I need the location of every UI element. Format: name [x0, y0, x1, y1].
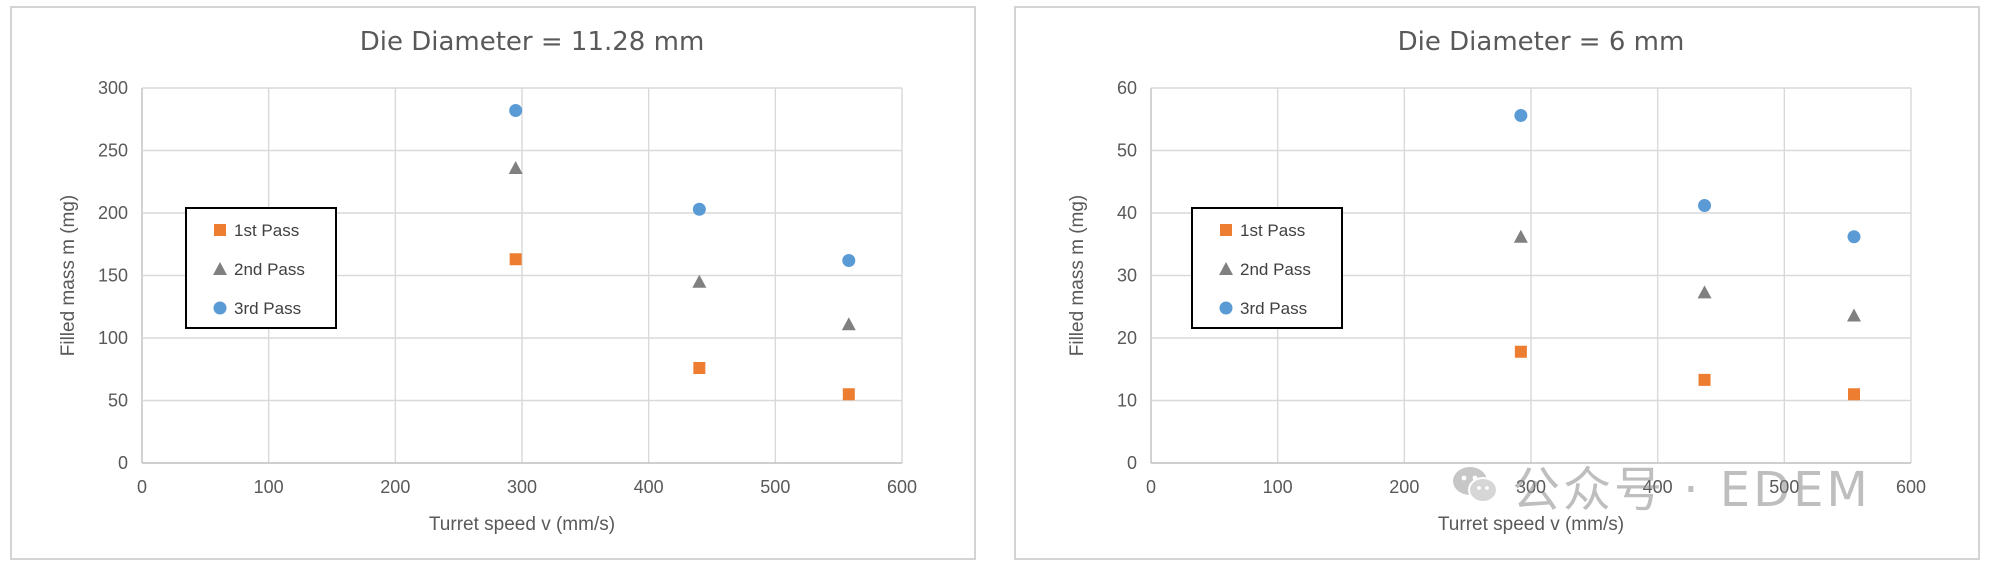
- y-tick-label: 200: [98, 203, 128, 223]
- data-point-triangle: [1513, 229, 1528, 243]
- data-point-circle: [692, 202, 706, 216]
- legend-marker: [213, 262, 227, 275]
- legend-label: 2nd Pass: [234, 260, 305, 279]
- chart-panel-right: Die Diameter = 6 mm 0 100 200 300 400 500 600 0 1…: [1014, 6, 1980, 560]
- y-tick-label: 0: [1127, 453, 1137, 473]
- legend-marker: [1220, 224, 1232, 236]
- x-tick-label: 500: [760, 477, 790, 497]
- x-tick-label: 600: [887, 477, 917, 497]
- data-point-circle: [1514, 109, 1528, 122]
- data-point-triangle: [692, 274, 707, 288]
- legend-label: 1st Pass: [234, 221, 299, 240]
- x-tick-label: 100: [254, 477, 284, 497]
- x-tick-label: 0: [1146, 477, 1156, 497]
- y-tick-label: 250: [98, 141, 128, 161]
- y-tick-label: 100: [98, 328, 128, 348]
- legend-label: 3rd Pass: [234, 299, 301, 318]
- x-tick-label: 300: [507, 477, 537, 497]
- y-tick-label: 30: [1117, 266, 1137, 286]
- x-tick-label: 300: [1516, 477, 1546, 497]
- y-tick-label: 0: [118, 453, 128, 473]
- x-tick-label: 0: [137, 477, 147, 497]
- legend-box: [185, 207, 337, 329]
- data-point-square: [842, 388, 855, 401]
- x-tick-label: 400: [1643, 477, 1673, 497]
- data-point-square: [509, 253, 522, 266]
- data-point-circle: [1698, 199, 1712, 212]
- x-axis-label: Turret speed v (mm/s): [1438, 514, 1624, 535]
- x-tick-label: 200: [1389, 477, 1419, 497]
- y-tick-label: 50: [108, 391, 128, 411]
- y-axis-label: Filled mass m (mg): [58, 195, 79, 357]
- data-point-circle: [1847, 230, 1861, 244]
- data-point-triangle: [508, 161, 523, 174]
- y-tick-label: 50: [1117, 141, 1137, 161]
- data-point-square: [1698, 373, 1711, 386]
- x-tick-label: 200: [380, 477, 410, 497]
- y-axis-label: Filled mass m (mg): [1067, 195, 1088, 357]
- data-point-circle: [509, 104, 523, 117]
- legend-marker: [213, 301, 227, 315]
- watermark: 公众号 · EDEM: [1452, 455, 1871, 518]
- x-tick-label: 500: [1769, 477, 1799, 497]
- chart-panel-left: Die Diameter = 11.28 mm 0 100 200 300 400 500 6…: [10, 6, 976, 560]
- data-point-square: [693, 362, 706, 374]
- wechat-icon: [1452, 465, 1498, 505]
- watermark-text: 公众号 · EDEM: [1512, 462, 1871, 518]
- legend-marker: [1219, 262, 1233, 275]
- y-tick-label: 20: [1117, 328, 1137, 348]
- chart-title: Die Diameter = 6 mm: [1398, 27, 1685, 57]
- chart-svg-right: Die Diameter = 6 mm 0 100 200 300 400 500 600 0 1…: [1067, 27, 1926, 535]
- legend-box: [1191, 207, 1343, 329]
- y-tick-label: 300: [98, 78, 128, 98]
- x-axis-label: Turret speed v (mm/s): [429, 514, 615, 535]
- y-tick-label: 40: [1117, 203, 1137, 223]
- data-point-circle: [842, 254, 856, 267]
- x-tick-label: 400: [634, 477, 664, 497]
- legend-label: 1st Pass: [1240, 221, 1305, 240]
- legend-marker: [1219, 301, 1233, 315]
- legend-label: 2nd Pass: [1240, 260, 1311, 279]
- chart-title: Die Diameter = 11.28 mm: [360, 27, 705, 57]
- data-point-square: [1514, 345, 1527, 358]
- y-tick-label: 150: [98, 266, 128, 286]
- y-tick-label: 10: [1117, 391, 1137, 411]
- data-point-triangle: [1847, 308, 1861, 322]
- data-point-triangle: [1697, 285, 1712, 299]
- y-tick-label: 60: [1117, 78, 1137, 98]
- data-point-triangle: [841, 317, 856, 331]
- data-point-square: [1848, 388, 1860, 401]
- legend-marker: [214, 224, 226, 236]
- x-tick-label: 100: [1263, 477, 1293, 497]
- chart-svg-left: Die Diameter = 11.28 mm0 100 200 300 400 500 6…: [58, 27, 917, 535]
- legend-label: 3rd Pass: [1240, 299, 1307, 318]
- x-tick-label: 600: [1896, 477, 1926, 497]
